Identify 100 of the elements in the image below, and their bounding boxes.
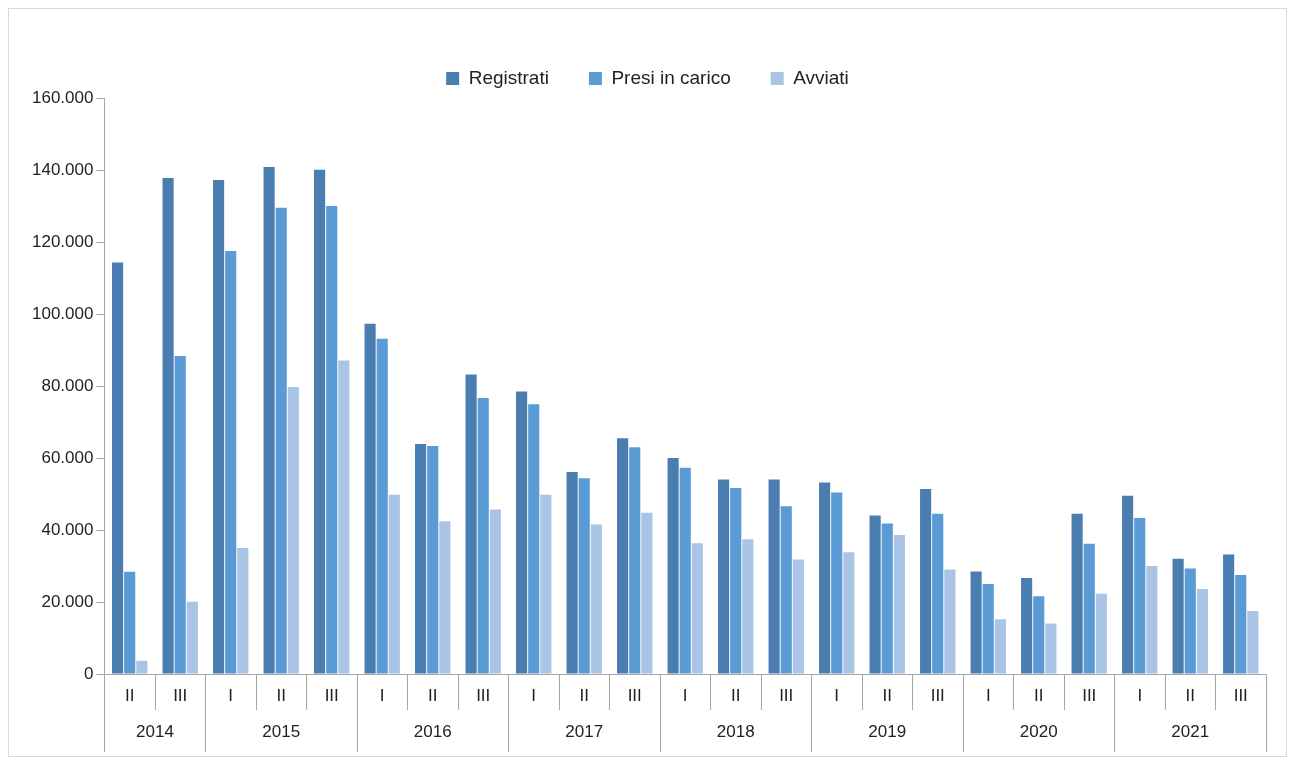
bar: [1134, 518, 1146, 674]
y-tick-label: 100.000: [32, 303, 94, 323]
bar: [590, 524, 602, 674]
bar: [213, 180, 225, 674]
bar: [932, 513, 944, 674]
bar: [465, 374, 477, 674]
text: 2016: [413, 721, 452, 741]
bar: [477, 397, 489, 674]
bar: [742, 539, 754, 674]
y-tick-label: 140.000: [32, 159, 94, 179]
x-tick-label: I: [379, 685, 385, 705]
bar: [982, 584, 994, 674]
y-tick-label: 80.000: [41, 375, 94, 395]
bar: [730, 487, 742, 674]
x-tick-label: III: [173, 685, 188, 705]
bar: [944, 569, 956, 674]
bar: [376, 338, 388, 674]
bar: [641, 512, 653, 674]
bar: [1071, 513, 1083, 674]
x-tick-label: II: [731, 685, 741, 705]
bar: [1235, 575, 1247, 674]
y-tick-label: 120.000: [32, 231, 94, 251]
bar: [679, 467, 691, 674]
bar: [1095, 593, 1107, 674]
bar: [920, 488, 932, 674]
bar: [578, 478, 590, 674]
x-tick-label: I: [682, 685, 688, 705]
bar: [869, 515, 881, 674]
bar: [691, 543, 703, 674]
bar: [881, 523, 893, 674]
bar: [427, 446, 439, 674]
y-tick-label: 20.000: [41, 591, 94, 611]
bar: [112, 262, 124, 674]
bar: [287, 387, 299, 674]
bar: [136, 660, 148, 674]
bar: [994, 619, 1006, 674]
legend-label: Registrati: [468, 66, 549, 88]
x-tick-label: III: [1082, 685, 1097, 705]
bar: [338, 360, 350, 674]
bar: [326, 206, 338, 674]
bar: [718, 479, 730, 674]
bar: [516, 391, 528, 674]
bar: [528, 404, 540, 674]
x-tick-label: III: [779, 685, 794, 705]
x-tick-label: II: [882, 685, 892, 705]
bar: [540, 494, 552, 674]
bar: [768, 479, 780, 674]
x-tick-label: I: [985, 685, 991, 705]
bar: [629, 447, 641, 674]
legend-label: Avviati: [793, 66, 849, 88]
bar: [1033, 596, 1045, 674]
bar: [667, 458, 679, 674]
x-tick-label: III: [324, 685, 339, 705]
bar: [174, 356, 186, 674]
text: 2019: [868, 721, 907, 741]
bar: [1146, 566, 1158, 674]
bar: [780, 506, 792, 674]
x-tick-label: I: [531, 685, 537, 705]
bar: [364, 323, 376, 674]
text: 2014: [136, 721, 174, 741]
x-tick-label: II: [124, 685, 135, 705]
bar: [1196, 589, 1208, 674]
bar: [617, 438, 629, 674]
x-tick-label: II: [579, 685, 589, 705]
bar: [1122, 495, 1134, 674]
bar: [124, 571, 136, 674]
text: 2017: [565, 721, 604, 741]
bar: [792, 559, 804, 674]
bar: [388, 494, 400, 674]
text: 2015: [262, 721, 301, 741]
bar: [1021, 577, 1033, 674]
x-tick-label: III: [476, 685, 491, 705]
bar: [439, 521, 451, 674]
bar: [1247, 611, 1259, 674]
bar: [263, 167, 275, 674]
text: 2018: [716, 721, 755, 741]
bar: [186, 601, 198, 674]
legend-label: Presi in carico: [611, 66, 731, 88]
bar: [1172, 558, 1184, 674]
x-tick-label: III: [1233, 685, 1248, 705]
x-tick-label: II: [1185, 685, 1195, 705]
bar: [1045, 623, 1057, 674]
y-tick-label: 160.000: [32, 87, 94, 107]
y-tick-label: 60.000: [41, 447, 94, 467]
x-tick-label: II: [276, 685, 286, 705]
bar: [162, 177, 174, 674]
y-tick-label: 40.000: [41, 519, 94, 539]
bar: [1184, 568, 1196, 674]
bar: [275, 207, 287, 674]
x-tick-label: I: [228, 685, 234, 705]
bar: [1223, 554, 1235, 674]
bar: [237, 548, 249, 674]
text: 2020: [1019, 721, 1058, 741]
bar: [415, 443, 427, 674]
bar: [225, 251, 237, 674]
x-tick-label: I: [1137, 685, 1143, 705]
bar: [843, 552, 855, 674]
bar: [893, 535, 905, 674]
text: 2021: [1171, 721, 1210, 741]
bar: [819, 482, 831, 674]
